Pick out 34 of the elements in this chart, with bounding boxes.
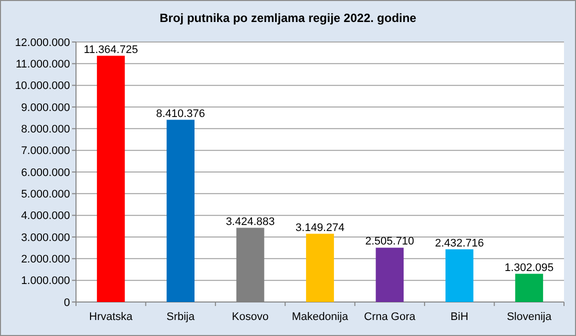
data-label: 8.410.376 [156,108,206,120]
y-tick-label: 1.000.000 [21,275,70,288]
bar [306,234,334,302]
y-tick-label: 10.000.000 [14,80,70,92]
y-tick-label: 0 [64,296,70,309]
y-tick-label: 11.000.000 [16,58,70,71]
y-tick-label: 6.000.000 [21,166,70,179]
bar [166,120,195,302]
y-tick-label: 8.000.000 [21,124,70,136]
data-label: 2.505.710 [365,236,414,248]
x-tick-label: Makedonija [292,311,350,323]
y-tick-label: 9.000.000 [21,102,70,114]
x-tick-label: Srbija [166,311,196,323]
bar [515,274,544,302]
y-tick-label: 4.000.000 [21,210,70,222]
data-label: 2.432.716 [434,237,484,250]
x-tick-label: Slovenija [506,311,552,323]
y-tick-label: 7.000.000 [21,145,70,158]
x-tick-label: Hrvatska [89,311,134,323]
bar [445,249,474,302]
bar [376,248,404,302]
x-tick-label: BiH [450,311,468,323]
data-label: 1.302.095 [504,262,554,274]
y-tick-label: 2.000.000 [21,254,70,266]
y-tick-label: 5.000.000 [21,188,70,201]
bar [96,56,125,302]
y-tick-label: 12.000.000 [14,36,70,49]
data-label: 11.364.725 [84,44,138,56]
data-label: 3.149.274 [296,222,344,234]
x-tick-label: Kosovo [232,311,269,323]
x-tick-label: Crna Gora [364,311,416,323]
y-tick-label: 3.000.000 [21,232,70,244]
chart-title: Broj putnika po zemljama regije 2022. godine [160,11,417,25]
data-label: 3.424.883 [226,216,275,228]
